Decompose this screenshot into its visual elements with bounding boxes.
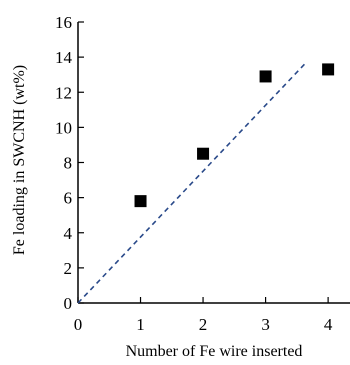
x-tick-label: 2	[199, 315, 208, 334]
x-tick-label: 3	[261, 315, 270, 334]
y-tick-label: 12	[55, 83, 72, 102]
data-point	[322, 63, 335, 76]
y-tick-label: 4	[64, 224, 73, 243]
data-points	[134, 63, 335, 208]
y-tick-label: 0	[64, 294, 73, 313]
y-ticks: 0 2 4 6 8 10 12 14 16	[55, 13, 84, 313]
y-tick-label: 16	[55, 13, 72, 32]
data-point	[134, 195, 147, 208]
reference-line-group	[77, 61, 307, 304]
x-axis-label: Number of Fe wire inserted	[126, 343, 303, 360]
y-tick-label: 6	[64, 189, 73, 208]
x-tick-label: 1	[136, 315, 145, 334]
x-tick-label: 4	[324, 315, 333, 334]
y-tick-label: 2	[64, 259, 73, 278]
data-point	[197, 147, 210, 160]
data-point	[259, 70, 272, 83]
y-axis-label: Fe loading in SWCNH (wt%)	[11, 65, 28, 255]
x-tick-label: 0	[74, 315, 83, 334]
y-tick-label: 10	[55, 118, 72, 137]
y-tick-label: 8	[64, 154, 73, 173]
y-tick-label: 14	[55, 48, 73, 67]
reference-line	[77, 61, 307, 304]
